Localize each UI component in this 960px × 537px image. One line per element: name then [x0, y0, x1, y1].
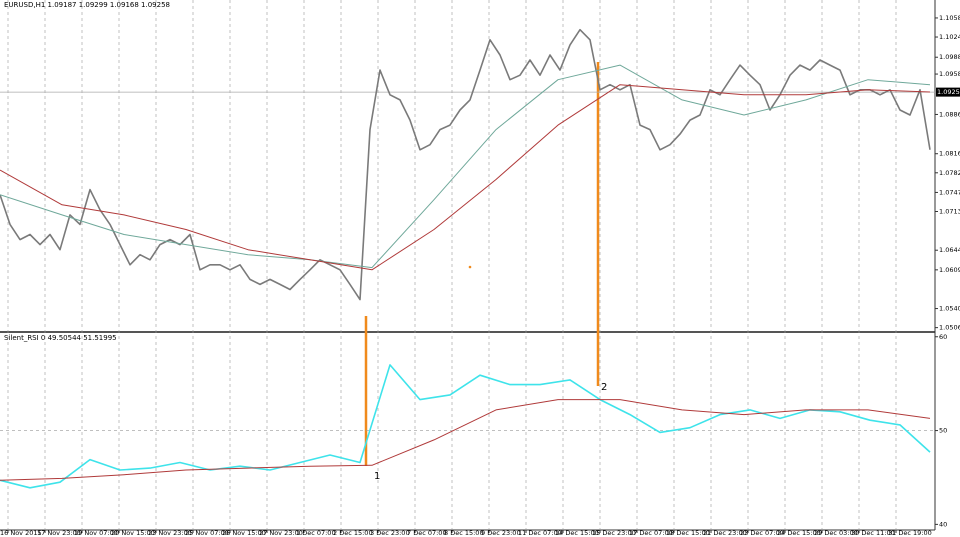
- time-label: 21 Dec 23:00: [703, 529, 747, 537]
- time-label: 11 Dec 07:00: [518, 529, 562, 537]
- y-tick-label: 1.08160: [939, 150, 960, 158]
- time-label: 24 Dec 15:00: [777, 529, 821, 537]
- y-tick-label: 1.07820: [939, 169, 960, 177]
- marker-dot: [468, 265, 472, 269]
- time-label: 1 Dec 07:00: [296, 529, 336, 537]
- time-label: 31 Dec 19:00: [888, 529, 932, 537]
- y-tick-label: 1.08860: [939, 110, 960, 118]
- time-label: 23 Nov 23:00: [148, 529, 192, 537]
- series-line: [0, 64, 931, 269]
- y-tick-label: 1.05400: [939, 305, 960, 313]
- time-label: 16 Nov 2015: [0, 529, 42, 537]
- y-tick-label: 1.09580: [939, 70, 960, 78]
- y-tick-label: 1.09880: [939, 53, 960, 61]
- y-tick-label: 1.10240: [939, 33, 960, 41]
- time-label: 27 Nov 23:00: [259, 529, 303, 537]
- time-label: 3 Dec 23:00: [370, 529, 410, 537]
- series-line: [0, 399, 931, 481]
- series-line: [0, 84, 931, 271]
- y-tick-label: 1.07130: [939, 208, 960, 216]
- current-price-box: [936, 87, 960, 97]
- time-label: 25 Nov 07:00: [185, 529, 229, 537]
- time-label: 17 Dec 07:00: [629, 529, 673, 537]
- y-tick-label: 60: [939, 333, 947, 341]
- series-line: [0, 28, 931, 301]
- time-label: 26 Nov 15:00: [222, 529, 266, 537]
- annotation: 2: [601, 382, 607, 393]
- time-label: 9 Dec 23:00: [481, 529, 521, 537]
- time-label: 7 Dec 07:00: [407, 529, 447, 537]
- time-label: 8 Dec 15:00: [444, 529, 484, 537]
- time-label: 2 Dec 15:00: [333, 529, 373, 537]
- time-label: 18 Dec 15:00: [666, 529, 710, 537]
- y-tick-label: 1.06090: [939, 266, 960, 274]
- y-tick-label: 1.07470: [939, 188, 960, 196]
- symbol-header: EURUSD,H1 1.09187 1.09299 1.09168 1.0925…: [4, 1, 170, 9]
- time-label: 15 Dec 23:00: [592, 529, 636, 537]
- time-label: 20 Nov 15:00: [111, 529, 155, 537]
- time-label: 23 Dec 07:00: [740, 529, 784, 537]
- y-tick-label: 1.10580: [939, 14, 960, 22]
- indicator-header: Silent_RSI 0 49.50544 51.51995: [4, 334, 117, 342]
- time-label: 30 Dec 11:00: [851, 529, 895, 537]
- time-label: 19 Nov 07:00: [74, 529, 118, 537]
- annotation: 1: [374, 471, 380, 482]
- time-label: 29 Dec 03:00: [814, 529, 858, 537]
- y-tick-label: 1.06440: [939, 246, 960, 254]
- time-label: 17 Nov 23:00: [37, 529, 81, 537]
- y-tick-label: 50: [939, 427, 947, 435]
- current-price-label: 1.09258: [937, 88, 960, 96]
- y-tick-label: 40: [939, 520, 947, 528]
- time-label: 14 Dec 15:00: [555, 529, 599, 537]
- series-line: [0, 364, 931, 489]
